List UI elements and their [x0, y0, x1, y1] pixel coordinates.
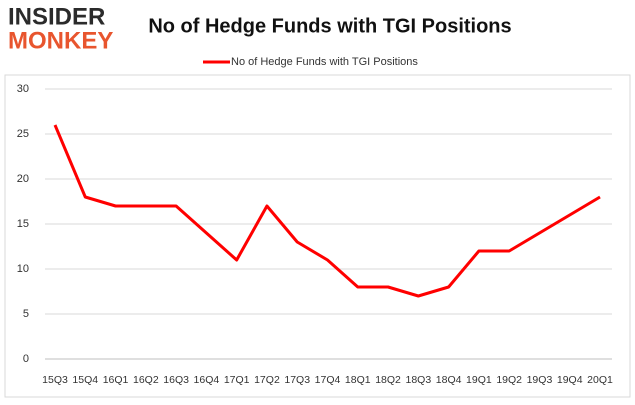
x-tick-label: 17Q1: [224, 374, 250, 386]
y-tick-label: 20: [17, 173, 29, 185]
chart-frame: [4, 74, 631, 398]
x-tick-label: 16Q4: [194, 374, 220, 386]
x-tick-label: 19Q3: [527, 374, 553, 386]
y-tick-label: 30: [17, 83, 29, 95]
legend: No of Hedge Funds with TGI Positions: [203, 56, 418, 68]
x-tick-label: 15Q3: [42, 374, 68, 386]
x-tick-label: 18Q4: [436, 374, 462, 386]
x-tick-label: 19Q2: [496, 374, 522, 386]
x-tick-label: 17Q2: [254, 374, 280, 386]
x-tick-label: 16Q3: [163, 374, 189, 386]
y-tick-label: 15: [17, 218, 29, 230]
x-tick-label: 18Q3: [405, 374, 431, 386]
legend-label: No of Hedge Funds with TGI Positions: [231, 56, 418, 68]
x-tick-label: 16Q1: [103, 374, 129, 386]
x-tick-label: 18Q1: [345, 374, 371, 386]
y-tick-label: 0: [23, 353, 29, 365]
x-tick-label: 17Q3: [284, 374, 310, 386]
y-tick-label: 25: [17, 128, 29, 140]
x-tick-label: 17Q4: [315, 374, 341, 386]
y-tick-label: 10: [17, 263, 29, 275]
x-tick-label: 20Q1: [587, 374, 613, 386]
data-line: [53, 124, 601, 298]
x-tick-label: 15Q4: [72, 374, 98, 386]
x-tick-label: 16Q2: [133, 374, 159, 386]
x-tick-label: 19Q1: [466, 374, 492, 386]
x-tick-label: 18Q2: [375, 374, 401, 386]
logo-bottom: MONKEY: [8, 27, 113, 54]
y-tick-label: 5: [23, 308, 29, 320]
logo-top: INSIDER: [8, 3, 105, 30]
x-tick-label: 19Q4: [557, 374, 583, 386]
chart-title: No of Hedge Funds with TGI Positions: [148, 15, 511, 37]
